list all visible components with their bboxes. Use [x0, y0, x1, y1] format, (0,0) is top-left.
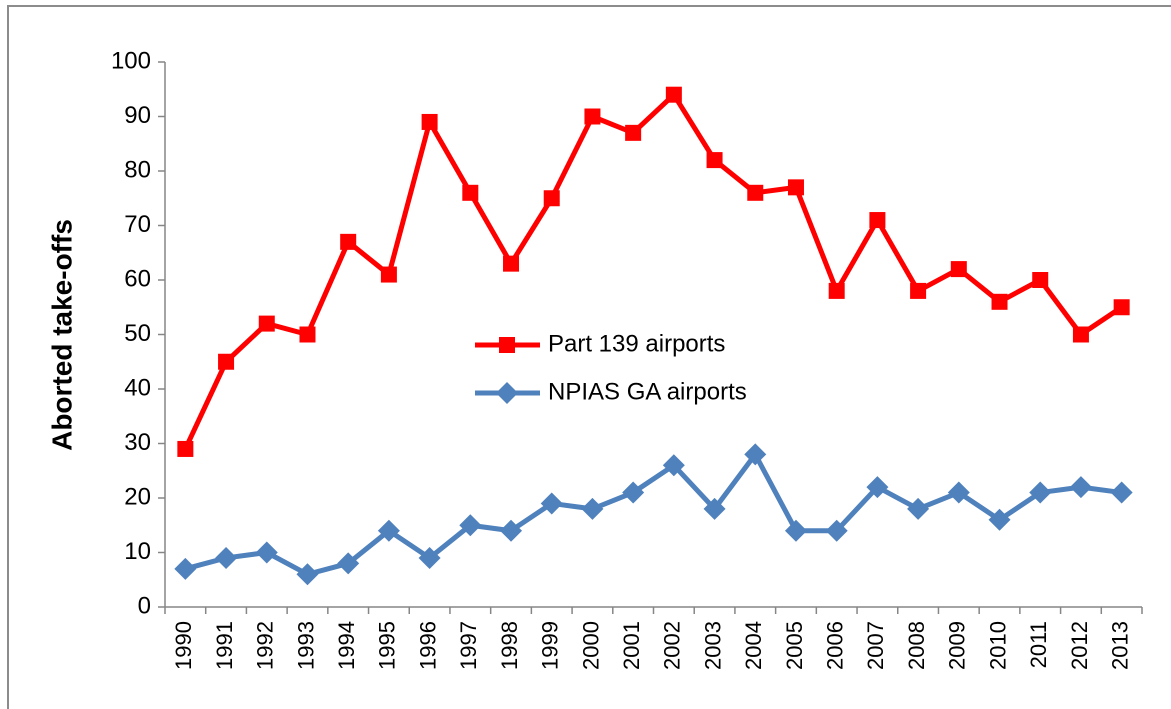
- x-tick-label: 2004: [741, 621, 766, 670]
- marker: [947, 481, 970, 504]
- marker: [1110, 481, 1133, 504]
- x-tick-label: 1996: [415, 621, 440, 670]
- marker: [418, 546, 441, 569]
- marker: [337, 552, 360, 575]
- y-tick-label: 80: [124, 156, 151, 183]
- y-tick-label: 0: [138, 592, 151, 619]
- y-tick-label: 50: [124, 320, 151, 347]
- marker: [787, 179, 804, 196]
- marker: [258, 315, 275, 332]
- y-tick-label: 20: [124, 483, 151, 510]
- x-tick-label: 2012: [1067, 621, 1092, 670]
- marker: [869, 212, 886, 229]
- legend-label: NPIAS GA airports: [548, 378, 747, 405]
- y-tick-label: 30: [124, 429, 151, 456]
- marker: [543, 190, 560, 207]
- x-tick-label: 2006: [823, 621, 848, 670]
- marker: [1113, 299, 1130, 316]
- series-line: [184, 451, 1122, 577]
- marker: [380, 266, 397, 283]
- marker: [1029, 481, 1052, 504]
- marker: [462, 184, 479, 201]
- x-tick-label: 2013: [1107, 621, 1132, 670]
- marker: [910, 282, 927, 299]
- x-tick-label: 1993: [293, 621, 318, 670]
- marker: [665, 86, 682, 103]
- marker: [340, 233, 357, 250]
- marker: [499, 337, 515, 353]
- marker: [907, 497, 930, 520]
- x-tick-label: 2002: [660, 621, 685, 670]
- x-tick-label: 1994: [334, 621, 359, 670]
- marker: [581, 497, 604, 520]
- marker: [255, 541, 278, 564]
- marker: [177, 440, 194, 457]
- marker: [828, 282, 845, 299]
- marker: [500, 519, 523, 542]
- marker: [866, 476, 889, 499]
- marker: [503, 255, 520, 272]
- y-tick-label: 90: [124, 102, 151, 129]
- marker: [1032, 272, 1049, 288]
- frame: [7, 5, 1171, 709]
- x-tick-label: 2007: [863, 621, 888, 670]
- marker: [299, 326, 316, 343]
- marker: [215, 546, 238, 569]
- y-tick-label: 10: [124, 538, 151, 565]
- marker: [703, 497, 726, 520]
- marker: [218, 353, 235, 370]
- y-tick-label: 40: [124, 374, 151, 401]
- y-tick-label: 100: [111, 47, 151, 74]
- marker: [988, 508, 1011, 531]
- x-tick-label: 2010: [985, 621, 1010, 670]
- x-tick-label: 2008: [904, 621, 929, 670]
- marker: [296, 563, 319, 586]
- x-tick-label: 2003: [700, 621, 725, 670]
- marker: [1072, 326, 1089, 343]
- marker: [991, 293, 1008, 310]
- x-tick-label: 2011: [1026, 621, 1051, 668]
- marker: [540, 492, 563, 515]
- marker: [747, 184, 764, 201]
- y-tick-label: 70: [124, 211, 151, 238]
- x-tick-label: 2000: [578, 621, 603, 670]
- x-tick-label: 1997: [456, 621, 481, 670]
- marker: [174, 557, 197, 580]
- x-tick-label: 1999: [538, 621, 563, 670]
- marker: [622, 481, 645, 504]
- marker: [825, 519, 848, 542]
- marker: [625, 124, 642, 141]
- marker: [662, 454, 685, 477]
- y-tick-label: 60: [124, 265, 151, 292]
- marker: [950, 261, 967, 278]
- marker: [459, 514, 482, 537]
- marker: [377, 519, 400, 542]
- marker: [744, 443, 767, 466]
- marker: [421, 113, 438, 130]
- x-tick-label: 1991: [212, 621, 237, 670]
- x-tick-label: 1998: [497, 621, 522, 670]
- x-tick-label: 2001: [619, 621, 644, 670]
- marker: [1069, 476, 1092, 499]
- x-tick-label: 1990: [171, 621, 196, 670]
- x-tick-label: 1992: [253, 621, 278, 670]
- marker: [706, 152, 723, 169]
- marker: [784, 519, 807, 542]
- legend-label: Part 139 airports: [548, 330, 725, 357]
- marker: [496, 382, 518, 404]
- x-tick-label: 2005: [782, 621, 807, 670]
- x-tick-label: 1995: [375, 621, 400, 670]
- x-tick-label: 2009: [945, 621, 970, 670]
- y-axis-label: Aborted take-offs: [46, 219, 77, 451]
- marker: [584, 108, 601, 125]
